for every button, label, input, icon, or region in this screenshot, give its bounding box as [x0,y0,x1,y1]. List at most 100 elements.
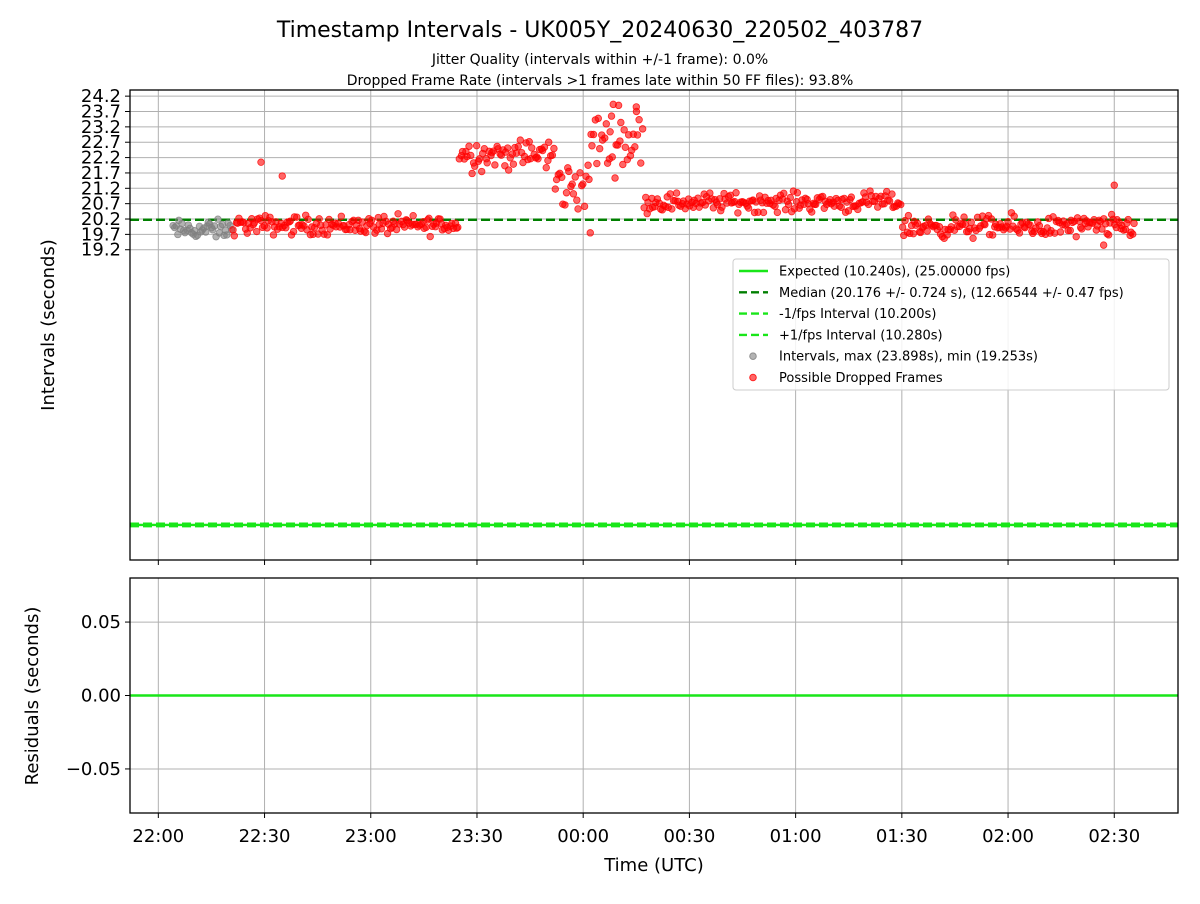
dropped-frame-point [608,153,616,161]
dropped-frame-point [606,128,614,136]
dropped-frame-point [611,174,619,182]
dropped-frame-point [478,167,486,176]
dropped-frame-point [558,173,566,181]
x-tick-label: 23:00 [345,826,397,847]
legend-entry-label: -1/fps Interval (10.200s) [779,307,936,322]
dropped-frame-point [534,155,542,163]
dropped-frame-point [885,197,894,205]
dropped-frame-point [780,189,788,198]
dropped-frame-point [528,144,536,152]
dropped-frame-point [593,159,601,168]
top-y-tick-label: 21.2 [81,178,121,199]
x-tick-label: 02:00 [982,826,1034,847]
dropped-frame-point [579,180,587,188]
interval-point [214,215,222,223]
legend-dot-swatch [749,373,757,382]
top-y-tick-label: 22.7 [81,132,121,153]
dropped-frame-point [602,120,610,128]
dropped-frame-point [773,208,782,217]
dropped-frame-point [621,143,630,151]
dropped-frame-point [304,215,312,224]
dropped-frame-point [793,189,802,197]
dropped-frame-outlier [632,103,640,111]
dropped-frame-point [584,161,592,169]
dropped-frame-point [897,200,905,209]
dropped-frame-point [569,190,578,198]
x-tick-label: 01:00 [770,826,822,847]
top-y-tick-label: 19.7 [81,224,121,245]
dropped-frame-outlier [1099,241,1108,249]
top-y-tick-label: 24.2 [81,86,121,107]
dropped-frame-point [468,169,476,178]
dropped-frame-point [514,142,522,151]
interval-point [178,219,186,228]
dropped-frame-point [1098,225,1106,233]
legend-entry-label: Intervals, max (23.898s), min (19.253s) [779,350,1038,365]
dropped-frame-point [550,144,558,153]
dropped-frame-point [367,216,376,224]
dropped-frame-point [470,162,479,170]
x-tick-label: 00:30 [663,826,715,847]
dropped-frame-point [666,190,674,198]
dropped-frame-point [465,142,473,150]
dropped-frame-point [837,203,845,211]
legend-dot-swatch [749,352,757,361]
dropped-frame-outlier [1110,181,1118,189]
dropped-frame-point [637,159,645,167]
dropped-frame-point [601,134,609,142]
dropped-frame-point [904,211,913,220]
dropped-frame-point [923,227,931,235]
dropped-frame-point [744,204,753,212]
dropped-frame-point [269,231,278,239]
dropped-frame-point [617,118,625,127]
dropped-frame-point [898,223,907,231]
dropped-frame-point [620,126,628,134]
dropped-frame-point [1015,229,1024,237]
interval-point [210,222,219,230]
x-ticks: 22:00 22:30 23:00 23:30 00:00 00:30 01:00 01:30… [132,560,1140,847]
dropped-frame-point [1010,212,1018,220]
dropped-frame-point [425,214,433,223]
dropped-frame-point [732,189,740,197]
dropped-frame-point [409,211,417,220]
interval-points [169,100,1138,249]
dropped-frame-point [574,205,582,213]
dropped-frame-point [394,210,402,218]
dropped-frame-point [540,143,549,151]
dropped-frame-point [467,151,475,160]
dropped-frame-outlier [257,158,265,166]
x-tick-label: 22:00 [132,826,184,847]
dropped-frame-point [545,138,553,146]
dropped-frame-outlier [614,101,623,110]
dropped-frame-point [551,185,559,193]
dropped-frame-point [633,131,642,139]
dropped-frame-point [588,142,596,150]
dropped-frame-point [253,227,261,236]
interval-point [223,231,231,239]
dropped-frame-point [1072,232,1080,241]
bottom-y-tick-label: −0.05 [66,759,121,780]
dropped-frame-point [594,114,602,123]
dropped-frame-outlier [607,112,616,120]
dropped-frame-point [913,219,922,227]
dropped-frame-point [504,166,513,174]
top-y-axis-label: Intervals (seconds) [38,239,59,411]
dropped-frame-point [734,209,742,217]
top-y-tick-label: 23.2 [81,117,121,138]
legend-entry-label: Expected (10.240s), (25.00000 fps) [779,265,1010,280]
legend-entry-label: Median (20.176 +/- 0.724 s), (12.66544 +… [779,286,1124,301]
x-tick-label: 22:30 [239,826,291,847]
dropped-frame-point [952,216,960,224]
dropped-frame-point [548,151,557,159]
top-plot-frame [129,89,1179,561]
dropped-frame-point [1066,226,1074,235]
dropped-frame-point [771,202,779,210]
bottom-y-axis-label: Residuals (seconds) [22,607,43,786]
dropped-frame-point [315,215,323,223]
legend: Expected (10.240s), (25.00000 fps) Median… [732,258,1170,391]
dropped-frame-point [988,231,997,239]
dropped-frame-point [293,213,301,221]
dropped-frame-point [230,232,239,240]
legend-entry-label: +1/fps Interval (10.280s) [779,328,943,343]
